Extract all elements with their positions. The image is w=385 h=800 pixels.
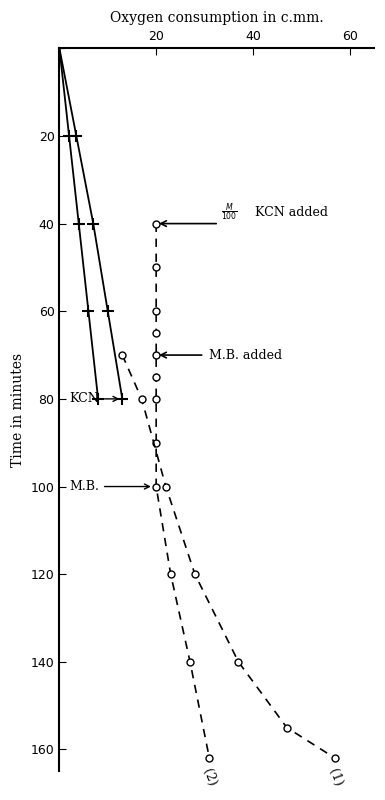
Y-axis label: Time in minutes: Time in minutes <box>11 353 25 467</box>
X-axis label: Oxygen consumption in c.mm.: Oxygen consumption in c.mm. <box>110 11 323 25</box>
Text: $\frac{M}{100}$: $\frac{M}{100}$ <box>221 202 238 223</box>
Text: KCN added: KCN added <box>255 206 328 219</box>
Text: (2): (2) <box>200 767 219 788</box>
Text: M.B.: M.B. <box>69 480 149 493</box>
Text: M.B. added: M.B. added <box>209 349 283 362</box>
Text: (1): (1) <box>326 767 344 788</box>
Text: KCN: KCN <box>69 392 118 406</box>
